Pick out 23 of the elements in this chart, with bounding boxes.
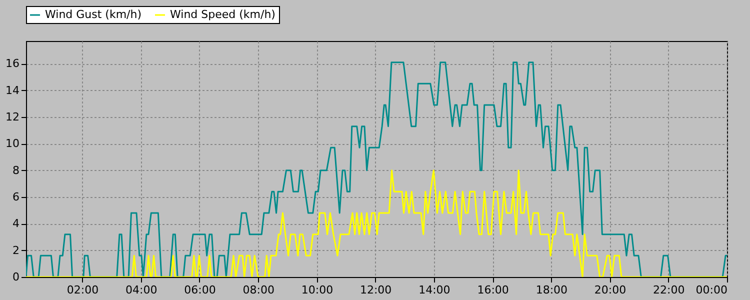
y-tick-label: 12 — [6, 110, 20, 124]
y-tick-label: 10 — [6, 137, 20, 150]
x-tick-label: 04:00 — [126, 284, 158, 296]
x-tick-label: 08:00 — [242, 284, 274, 296]
y-tick-label: 0 — [12, 270, 20, 284]
legend-label: Wind Speed (km/h) — [170, 8, 276, 21]
x-tick-label: 20:00 — [594, 284, 626, 296]
x-tick-label: 22:00 — [653, 284, 685, 296]
x-tick-label: 12:00 — [360, 284, 392, 296]
y-tick-label: 8 — [12, 164, 20, 177]
y-tick-label: 6 — [12, 190, 20, 204]
y-tick-label: 4 — [12, 217, 20, 230]
x-tick-label: 02:00 — [66, 284, 99, 296]
x-tick-label: 00:00 — [696, 284, 728, 296]
legend-label: Wind Gust (km/h) — [45, 8, 142, 21]
x-tick-label: 06:00 — [184, 284, 216, 296]
y-tick-label: 16 — [6, 57, 20, 70]
x-tick-label: 10:00 — [301, 284, 334, 296]
y-tick-label: 2 — [12, 244, 20, 257]
x-tick-label: 14:00 — [418, 284, 450, 296]
x-tick-label: 18:00 — [536, 284, 568, 296]
x-tick-label: 16:00 — [477, 284, 509, 296]
y-tick-label: 14 — [6, 84, 20, 97]
